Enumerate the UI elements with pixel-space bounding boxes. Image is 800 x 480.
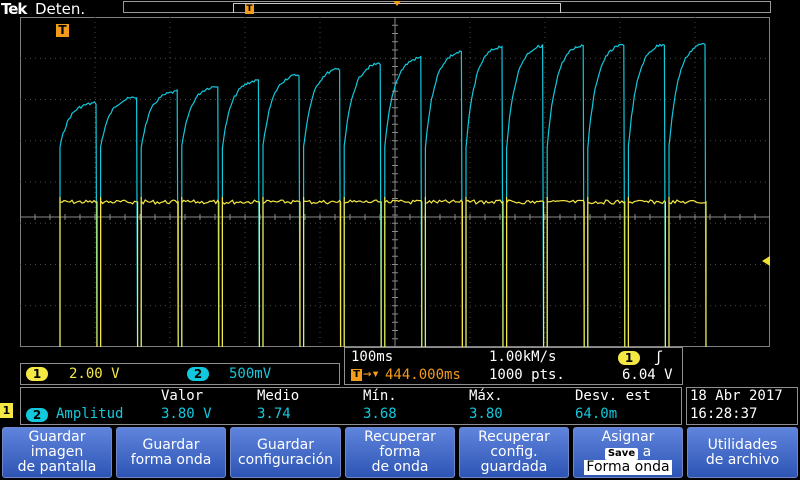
save-key-icon: Save — [604, 448, 639, 460]
header-stddev: Desv. est — [575, 388, 651, 404]
recall-waveform-button[interactable]: Recuperar forma de onda — [345, 427, 455, 478]
save-assign-line: Save a — [604, 444, 652, 460]
measurement-value: 3.80 V — [161, 406, 212, 422]
measurement-name: Amplitud — [56, 406, 124, 422]
menu-label: configuración — [237, 451, 334, 468]
record-length: 1000 pts. — [489, 367, 565, 383]
ch2-badge: 2 — [187, 367, 209, 381]
measurement-stddev: 64.0m — [575, 406, 618, 422]
menu-label: forma — [379, 444, 421, 460]
date-time-display: 18 Abr 2017 16:28:37 — [686, 387, 798, 425]
status-bar: Tek Deten. T — [0, 0, 800, 18]
menu-label: imagen — [30, 444, 84, 460]
menu-label: Recuperar — [478, 429, 550, 445]
ch1-scale: 2.00 V — [69, 366, 120, 382]
header-min: Mín. — [363, 388, 397, 404]
record-view-bar — [123, 1, 771, 13]
sample-rate: 1.00kM/s — [489, 349, 557, 365]
save-setup-button[interactable]: Guardar configuración — [230, 427, 341, 478]
menu-label: de pantalla — [17, 459, 97, 475]
assign-save-button[interactable]: Asignar Save a Forma onda — [573, 427, 683, 478]
ch1-badge: 1 — [26, 367, 48, 381]
brand-logo: Tek — [1, 0, 27, 18]
header-value: Valor — [161, 388, 204, 404]
trigger-source-badge: 1 — [618, 351, 640, 365]
save-waveform-button[interactable]: Guardar forma onda — [116, 427, 226, 478]
acquisition-status: Deten. — [35, 0, 86, 18]
recall-setup-button[interactable]: Recuperar config. guardada — [459, 427, 569, 478]
trigger-level-icon — [762, 256, 770, 266]
ch2-scale: 500mV — [229, 366, 272, 382]
ch2-trace — [59, 42, 707, 347]
measurement-panel[interactable]: Valor Medio Mín. Máx. Desv. est 2 Amplit… — [20, 387, 682, 425]
trigger-position-small-icon: T — [351, 369, 362, 381]
channel-readout[interactable]: 1 2.00 V 2 500mV — [20, 363, 340, 385]
horizontal-readout[interactable]: 100ms 1.00kM/s 1 ʃ T →▾ 444.000ms 1000 p… — [344, 347, 683, 385]
menu-label: Guardar — [142, 436, 200, 453]
menu-label: Utilidades — [707, 436, 778, 453]
time-per-div: 100ms — [351, 349, 394, 365]
ch1-trace — [59, 197, 707, 347]
measurement-mean: 3.74 — [257, 406, 291, 422]
menu-label: de archivo — [705, 451, 780, 468]
file-utilities-button[interactable]: Utilidades de archivo — [687, 427, 798, 478]
measurement-min: 3.68 — [363, 406, 397, 422]
graticule-center-axes — [20, 17, 770, 347]
measurement-channel-badge: 2 — [26, 408, 48, 422]
save-screen-image-button[interactable]: Guardar imagen de pantalla — [2, 427, 112, 478]
date: 18 Abr 2017 — [690, 388, 783, 404]
ch1-reference-icon: 1 — [0, 403, 13, 418]
menu-label: a — [642, 444, 652, 460]
assigned-target: Forma onda — [584, 459, 672, 475]
expansion-point-icon — [393, 1, 401, 6]
menu-label: Guardar — [256, 436, 315, 453]
menu-label: Asignar — [601, 429, 655, 445]
trigger-slope-icon: ʃ — [654, 348, 664, 366]
header-max: Máx. — [469, 388, 503, 404]
record-trigger-icon: T — [245, 4, 254, 14]
header-mean: Medio — [257, 388, 300, 404]
measurement-max: 3.80 — [469, 406, 503, 422]
menu-label: de onda — [371, 459, 429, 475]
menu-label: guardada — [480, 459, 548, 475]
menu-label: Guardar — [28, 429, 86, 445]
time: 16:28:37 — [690, 406, 758, 422]
menu-label: config. — [490, 444, 538, 460]
graticule — [20, 17, 770, 347]
arrow-icon: →▾ — [363, 366, 380, 382]
horizontal-position: 444.000ms — [385, 367, 461, 383]
trigger-level: 6.04 V — [622, 367, 673, 383]
trigger-position-icon: T — [56, 24, 69, 37]
menu-label: Recuperar — [364, 429, 436, 445]
menu-label: forma onda — [130, 451, 212, 468]
